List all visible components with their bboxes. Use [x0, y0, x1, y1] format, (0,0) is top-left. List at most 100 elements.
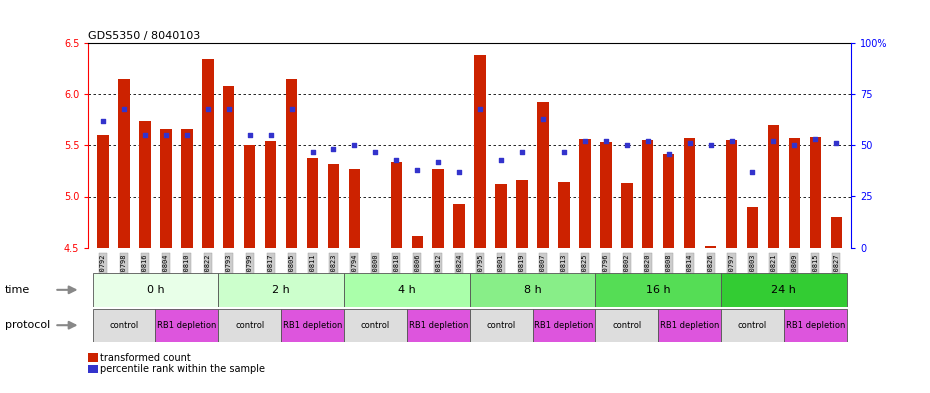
Text: transformed count: transformed count: [100, 353, 192, 363]
Bar: [223, 86, 234, 248]
Bar: [98, 135, 109, 248]
Point: [619, 142, 634, 149]
Bar: [454, 204, 465, 248]
Bar: [391, 162, 402, 248]
Point: [116, 105, 131, 112]
Point: [598, 138, 613, 145]
Point: [808, 136, 823, 142]
Text: control: control: [486, 321, 516, 330]
Point: [661, 151, 676, 157]
Point: [305, 149, 320, 155]
Bar: [663, 154, 674, 248]
Point: [472, 105, 487, 112]
Text: RB1 depletion: RB1 depletion: [408, 321, 468, 330]
Bar: [406, 309, 470, 342]
Point: [640, 138, 655, 145]
Text: control: control: [612, 321, 642, 330]
Bar: [767, 125, 779, 248]
Bar: [705, 246, 716, 248]
Point: [431, 159, 445, 165]
Text: 8 h: 8 h: [524, 285, 541, 295]
Point: [724, 138, 739, 145]
Point: [578, 138, 592, 145]
Bar: [219, 309, 281, 342]
Bar: [349, 169, 360, 248]
Point: [536, 116, 551, 122]
Bar: [538, 103, 549, 248]
Text: RB1 depletion: RB1 depletion: [157, 321, 217, 330]
Point: [200, 105, 215, 112]
Bar: [784, 309, 846, 342]
Bar: [118, 79, 129, 248]
Point: [158, 132, 173, 138]
Point: [494, 156, 509, 163]
Bar: [579, 139, 591, 248]
Point: [514, 149, 529, 155]
Point: [766, 138, 781, 145]
Bar: [219, 273, 344, 307]
Bar: [558, 182, 570, 248]
Bar: [432, 169, 444, 248]
Text: 4 h: 4 h: [398, 285, 416, 295]
Text: GDS5350 / 8040103: GDS5350 / 8040103: [88, 31, 201, 41]
Point: [138, 132, 153, 138]
Point: [263, 132, 278, 138]
Bar: [344, 309, 406, 342]
Point: [221, 105, 236, 112]
Bar: [181, 129, 193, 248]
Bar: [93, 273, 219, 307]
Bar: [281, 309, 344, 342]
Text: protocol: protocol: [5, 320, 50, 330]
Text: control: control: [737, 321, 767, 330]
Bar: [658, 309, 721, 342]
Bar: [533, 309, 595, 342]
Bar: [595, 309, 658, 342]
Bar: [470, 273, 595, 307]
Bar: [621, 183, 632, 248]
Bar: [327, 164, 339, 248]
Point: [326, 146, 341, 152]
Point: [179, 132, 194, 138]
Bar: [595, 273, 721, 307]
Bar: [810, 137, 821, 248]
Bar: [155, 309, 219, 342]
Bar: [344, 273, 470, 307]
Point: [556, 149, 571, 155]
Bar: [516, 180, 528, 248]
Text: 16 h: 16 h: [646, 285, 671, 295]
Bar: [244, 145, 256, 248]
Bar: [496, 184, 507, 248]
Point: [242, 132, 257, 138]
Point: [829, 140, 844, 147]
Point: [368, 149, 383, 155]
Text: 24 h: 24 h: [772, 285, 796, 295]
Text: 2 h: 2 h: [272, 285, 290, 295]
Bar: [411, 236, 423, 248]
Point: [410, 167, 425, 173]
Bar: [202, 59, 214, 248]
Point: [787, 142, 802, 149]
Text: RB1 depletion: RB1 depletion: [786, 321, 845, 330]
Point: [683, 140, 698, 147]
Bar: [642, 140, 654, 248]
Point: [745, 169, 760, 175]
Bar: [160, 129, 172, 248]
Text: RB1 depletion: RB1 depletion: [283, 321, 342, 330]
Text: time: time: [5, 285, 30, 295]
Bar: [721, 273, 846, 307]
Text: control: control: [110, 321, 139, 330]
Bar: [474, 55, 485, 248]
Bar: [265, 141, 276, 248]
Point: [389, 156, 404, 163]
Text: 0 h: 0 h: [147, 285, 165, 295]
Bar: [747, 207, 758, 248]
Bar: [725, 140, 737, 248]
Point: [347, 142, 362, 149]
Point: [96, 118, 111, 124]
Bar: [600, 142, 612, 248]
Bar: [140, 121, 151, 248]
Text: percentile rank within the sample: percentile rank within the sample: [100, 364, 265, 375]
Point: [452, 169, 467, 175]
Bar: [470, 309, 533, 342]
Text: RB1 depletion: RB1 depletion: [660, 321, 719, 330]
